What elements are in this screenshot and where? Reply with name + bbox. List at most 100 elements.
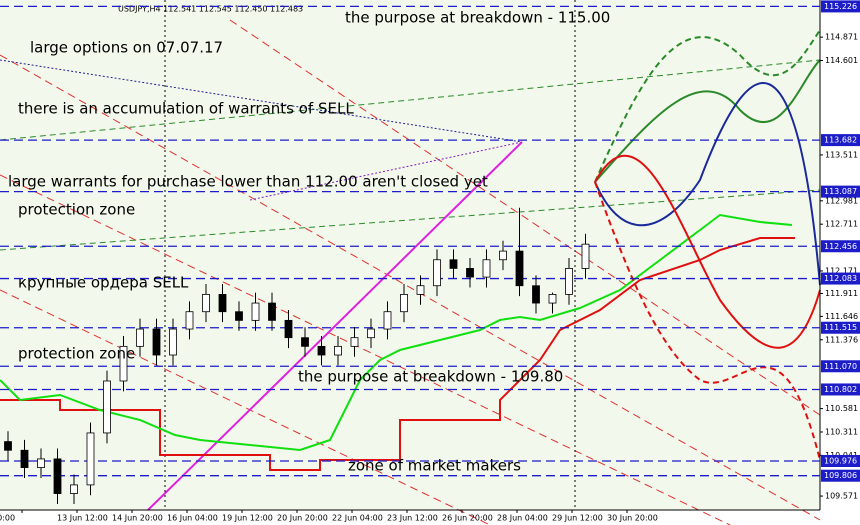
level-label-box (821, 383, 860, 396)
candle-body (251, 302, 260, 321)
level-label-box (821, 185, 860, 198)
forecast-line (594, 154, 821, 349)
candle-body (119, 345, 128, 382)
candle-body (185, 311, 194, 330)
forecast-line (594, 29, 821, 183)
level-label: 112.083 (824, 274, 857, 283)
candle-body (235, 311, 243, 321)
annotation: protection zone (18, 345, 135, 363)
level-label: 113.682 (824, 136, 857, 145)
x-tick-label: 16 Jun 04:00 (167, 514, 218, 523)
y-tick-label: 111.911 (825, 289, 858, 298)
trend-line (0, 189, 821, 251)
candle-body (301, 337, 309, 347)
x-tick-label: 14 Jun 20:00 (112, 514, 163, 523)
level-label-box (821, 272, 860, 285)
x-tick-label: 28 Jun 04:00 (497, 514, 548, 523)
annotation: there is an accumulation of warrants of … (18, 100, 354, 118)
level-label: 111.515 (824, 323, 857, 332)
forecast-line (594, 181, 821, 461)
level-label: 109.806 (824, 471, 857, 480)
trend-line (147, 141, 523, 511)
x-tick-label: 23 Jun 12:00 (387, 514, 438, 523)
forecast-line (594, 59, 821, 183)
level-label: 111.070 (824, 362, 857, 371)
candle-body (581, 243, 590, 269)
candle-body (565, 268, 573, 295)
y-tick-label: 112.171 (825, 266, 858, 275)
candle-body (268, 302, 276, 321)
y-tick-label: 110.581 (825, 404, 858, 413)
candle-body (383, 311, 392, 330)
y-tick-label: 111.376 (825, 335, 858, 344)
candle-body (136, 328, 144, 347)
level-label-box (821, 321, 860, 334)
x-tick-label: 20:00 (0, 514, 15, 523)
level-label-box (821, 469, 860, 482)
candle-body (515, 250, 524, 287)
level-label-box (821, 240, 860, 253)
y-tick-label: 111.646 (825, 312, 858, 321)
y-tick-label: 113.511 (825, 150, 858, 159)
trend-line (0, 59, 821, 141)
candle-body (284, 319, 293, 339)
annotation: protection zone (18, 201, 135, 219)
x-tick-label: 19 Jun 12:00 (222, 514, 273, 523)
candle-body (482, 259, 491, 278)
y-tick-label: 114.601 (825, 56, 858, 65)
level-label: 112.456 (824, 242, 857, 251)
forecast-line (594, 82, 821, 286)
annotation: крупные ордера SELL (18, 274, 189, 292)
annotation: large options on 07.07.17 (30, 39, 223, 57)
candle-body (334, 345, 342, 356)
candle-body (152, 328, 161, 356)
plot-area (0, 0, 820, 510)
candle-body (70, 484, 78, 494)
symbol-header: USDJPY,H4 112.541 112.545 112.450 112.48… (118, 5, 303, 14)
level-label: 109.976 (824, 456, 857, 465)
level-label-box (821, 360, 860, 373)
level-label: 113.087 (824, 187, 857, 196)
level-label-box (821, 454, 860, 467)
annotation: zone of market makers (348, 457, 521, 475)
level-label-box (821, 0, 860, 13)
annotation: large warrants for purchase lower than 1… (8, 173, 488, 191)
candle-body (548, 293, 557, 304)
x-tick-label: 13 Jun 12:00 (57, 514, 108, 523)
x-tick-label: 29 Jun 12:00 (552, 514, 603, 523)
decorations (0, 0, 821, 525)
y-tick-label: 114.871 (825, 33, 858, 42)
annotation: the purpose at breakdown - 109.80 (298, 368, 563, 386)
trend-line (0, 174, 731, 525)
candle-body (449, 259, 458, 269)
x-tick-label: 22 Jun 04:00 (332, 514, 383, 523)
indicator-line (0, 213, 793, 452)
level-label-box (821, 134, 860, 147)
candle-body (532, 285, 540, 304)
x-tick-label: 30 Jun 20:00 (607, 514, 658, 523)
x-tick-label: 26 Jun 20:00 (442, 514, 493, 523)
candle-body (400, 293, 408, 313)
candle-body (86, 432, 95, 486)
candle-body (202, 293, 210, 313)
y-tick-label: 112.711 (825, 220, 858, 229)
candle-body (4, 441, 12, 451)
level-label: 115.226 (824, 2, 857, 11)
candle-body (367, 328, 375, 339)
candle-body (53, 458, 62, 494)
indicator-line (0, 237, 795, 471)
y-tick-label: 110.311 (825, 427, 858, 436)
candle-body (416, 285, 425, 295)
x-tick-label: 20 Jun 20:00 (277, 514, 328, 523)
candle-body (433, 259, 441, 287)
candle-body (350, 337, 359, 347)
trend-line (0, 54, 821, 521)
candle-body (37, 458, 45, 468)
y-tick-label: 112.981 (825, 196, 858, 205)
candle-body (317, 345, 326, 356)
y-tick-label: 109.571 (825, 492, 858, 501)
trend-line (229, 19, 821, 416)
candle-body (499, 250, 507, 261)
trend-line (0, 59, 523, 143)
